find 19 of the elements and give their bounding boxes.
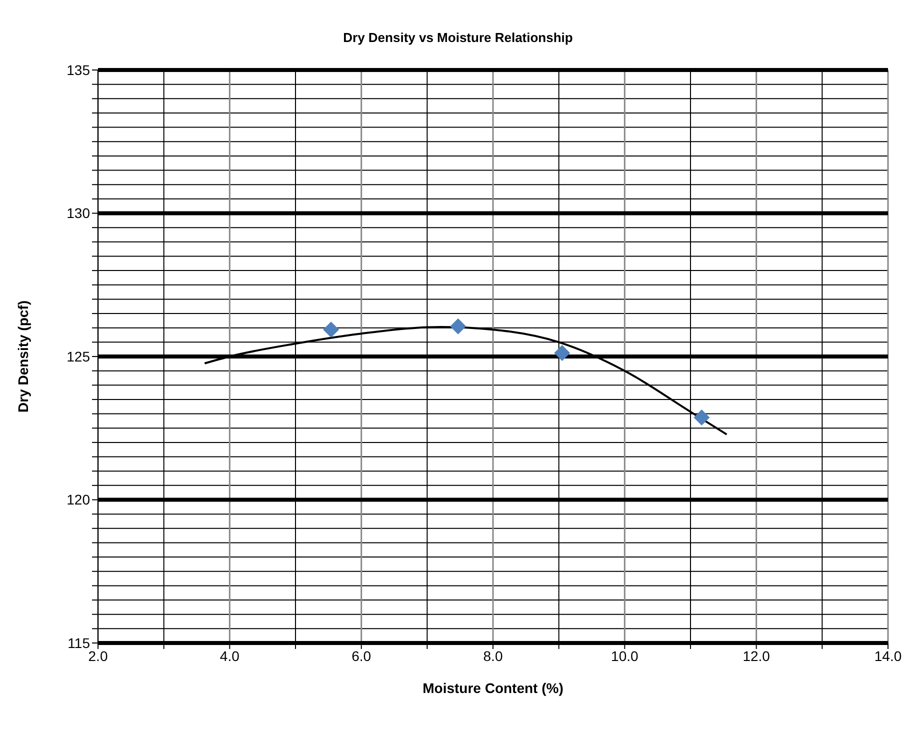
x-tick-label: 4.0 — [220, 648, 240, 664]
x-tick-label: 8.0 — [483, 648, 503, 664]
x-tick-label: 2.0 — [88, 648, 108, 664]
y-tick-label: 130 — [66, 205, 90, 222]
y-tick-label: 135 — [66, 62, 90, 78]
y-tick-label: 120 — [66, 492, 90, 508]
chart-title: Dry Density vs Moisture Relationship — [342, 29, 574, 47]
point — [554, 345, 570, 362]
point — [450, 318, 466, 334]
x-tick-label: 6.0 — [352, 648, 372, 664]
x-axis-title: Moisture Content (%) — [422, 680, 564, 696]
point — [694, 410, 710, 426]
x-tick-label: 10.0 — [611, 648, 639, 664]
x-tick-label: 14.0 — [874, 648, 902, 664]
y-axis-title: Dry Density (pcf) — [14, 300, 31, 413]
y-tick-label: 115 — [68, 634, 90, 651]
x-tick-label: 12.0 — [742, 648, 770, 664]
point — [323, 322, 340, 338]
y-tick-label: 125 — [66, 348, 90, 364]
